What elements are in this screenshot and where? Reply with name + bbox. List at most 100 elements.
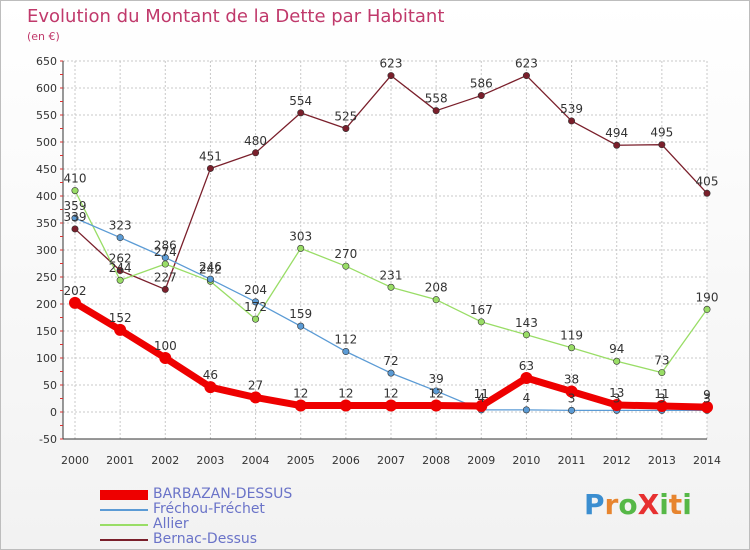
data-point-frechou-frechet xyxy=(568,406,576,414)
data-point-bernac-dessus xyxy=(658,141,666,149)
data-label-barbazan-dessus: 27 xyxy=(248,378,263,392)
data-label-allier: 94 xyxy=(609,342,624,356)
data-point-bernac-dessus xyxy=(568,117,576,125)
data-label-bernac-dessus: 451 xyxy=(199,149,222,163)
legend-swatch xyxy=(100,490,148,500)
data-label-bernac-dessus: 554 xyxy=(289,94,312,108)
data-point-bernac-dessus xyxy=(613,141,621,149)
data-point-bernac-dessus xyxy=(161,285,169,293)
data-label-allier: 119 xyxy=(560,329,583,343)
data-point-barbazan-dessus xyxy=(69,296,81,309)
data-label-frechou-frechet: 359 xyxy=(64,199,87,213)
data-point-barbazan-dessus xyxy=(520,371,533,384)
x-tick-label: 2011 xyxy=(558,454,586,467)
data-point-allier xyxy=(71,187,79,195)
data-label-frechou-frechet: 286 xyxy=(154,239,177,253)
y-tick-label: 150 xyxy=(36,325,57,338)
data-point-frechou-frechet xyxy=(116,234,124,242)
y-tick-label: -50 xyxy=(39,433,57,446)
data-label-frechou-frechet: 4 xyxy=(477,391,485,405)
data-point-bernac-dessus xyxy=(297,109,305,117)
data-label-barbazan-dessus: 12 xyxy=(383,387,398,401)
y-tick-label: 200 xyxy=(36,298,57,311)
data-point-allier xyxy=(613,357,621,365)
data-label-frechou-frechet: 72 xyxy=(383,354,398,368)
y-tick-label: 100 xyxy=(36,352,57,365)
x-tick-label: 2012 xyxy=(603,454,631,467)
y-tick-label: 550 xyxy=(36,109,57,122)
data-label-bernac-dessus: 623 xyxy=(515,57,538,71)
data-label-barbazan-dessus: 11 xyxy=(474,387,489,401)
data-point-bernac-dessus xyxy=(342,125,350,133)
legend-swatch xyxy=(100,539,148,541)
data-label-allier: 143 xyxy=(515,316,538,330)
data-label-barbazan-dessus: 12 xyxy=(293,387,308,401)
data-label-barbazan-dessus: 11 xyxy=(654,387,669,401)
data-label-barbazan-dessus: 63 xyxy=(519,359,534,373)
data-point-frechou-frechet xyxy=(297,322,305,330)
y-tick-label: 350 xyxy=(36,217,57,230)
x-tick-label: 2008 xyxy=(422,454,450,467)
legend-swatch xyxy=(100,509,148,511)
x-tick-label: 2004 xyxy=(242,454,270,467)
data-label-frechou-frechet: 112 xyxy=(334,333,357,347)
logo-letter: i xyxy=(682,488,692,521)
x-tick-label: 2013 xyxy=(648,454,676,467)
logo-letter: t xyxy=(668,488,683,521)
legend-swatch xyxy=(100,524,148,526)
legend-label: Bernac-Dessus xyxy=(153,531,258,547)
data-point-bernac-dessus xyxy=(432,107,440,115)
data-point-allier xyxy=(432,296,440,304)
chart-title: Evolution du Montant de la Dette par Hab… xyxy=(27,6,445,27)
data-point-frechou-frechet xyxy=(252,298,260,306)
data-label-allier: 270 xyxy=(334,247,357,261)
x-tick-label: 2005 xyxy=(287,454,315,467)
data-point-frechou-frechet xyxy=(206,275,214,283)
data-label-frechou-frechet: 3 xyxy=(568,391,576,405)
proxiti-logo: ProXiti xyxy=(584,488,692,521)
data-point-barbazan-dessus xyxy=(114,323,127,336)
data-point-bernac-dessus xyxy=(522,72,530,80)
data-label-barbazan-dessus: 38 xyxy=(564,372,579,386)
data-label-frechou-frechet: 4 xyxy=(523,391,531,405)
data-label-bernac-dessus: 623 xyxy=(380,57,403,71)
data-label-frechou-frechet: 323 xyxy=(109,219,132,233)
x-tick-label: 2010 xyxy=(512,454,540,467)
data-label-barbazan-dessus: 100 xyxy=(154,339,177,353)
data-point-barbazan-dessus xyxy=(204,381,217,394)
data-point-barbazan-dessus xyxy=(701,401,713,414)
data-label-barbazan-dessus: 13 xyxy=(609,386,624,400)
legend-label: Allier xyxy=(153,516,189,532)
data-point-allier xyxy=(522,331,530,339)
data-point-barbazan-dessus xyxy=(249,391,262,404)
data-point-barbazan-dessus xyxy=(610,398,623,411)
data-label-bernac-dessus: 262 xyxy=(109,252,132,266)
data-label-barbazan-dessus: 9 xyxy=(703,388,711,402)
data-point-allier xyxy=(477,318,485,326)
x-tick-label: 2007 xyxy=(377,454,405,467)
y-tick-label: 650 xyxy=(36,55,57,68)
data-point-allier xyxy=(297,244,305,252)
data-point-frechou-frechet xyxy=(522,406,530,414)
legend-label: Fréchou-Fréchet xyxy=(153,501,265,517)
data-label-bernac-dessus: 339 xyxy=(64,210,87,224)
data-point-allier xyxy=(658,369,666,377)
y-tick-label: 450 xyxy=(36,163,57,176)
data-point-bernac-dessus xyxy=(387,72,395,80)
data-point-allier xyxy=(342,262,350,270)
x-tick-label: 2000 xyxy=(61,454,89,467)
data-label-allier: 242 xyxy=(199,262,222,276)
data-point-frechou-frechet xyxy=(387,369,395,377)
data-point-barbazan-dessus xyxy=(294,399,307,412)
data-label-allier: 172 xyxy=(244,300,267,314)
data-label-barbazan-dessus: 152 xyxy=(109,311,132,325)
data-label-barbazan-dessus: 202 xyxy=(64,284,87,298)
data-label-bernac-dessus: 586 xyxy=(470,77,493,91)
data-point-bernac-dessus xyxy=(71,225,79,233)
data-point-bernac-dessus xyxy=(703,189,711,197)
y-tick-label: 500 xyxy=(36,136,57,149)
logo-letter: r xyxy=(604,488,619,521)
data-point-frechou-frechet xyxy=(71,214,79,222)
x-tick-label: 2002 xyxy=(151,454,179,467)
